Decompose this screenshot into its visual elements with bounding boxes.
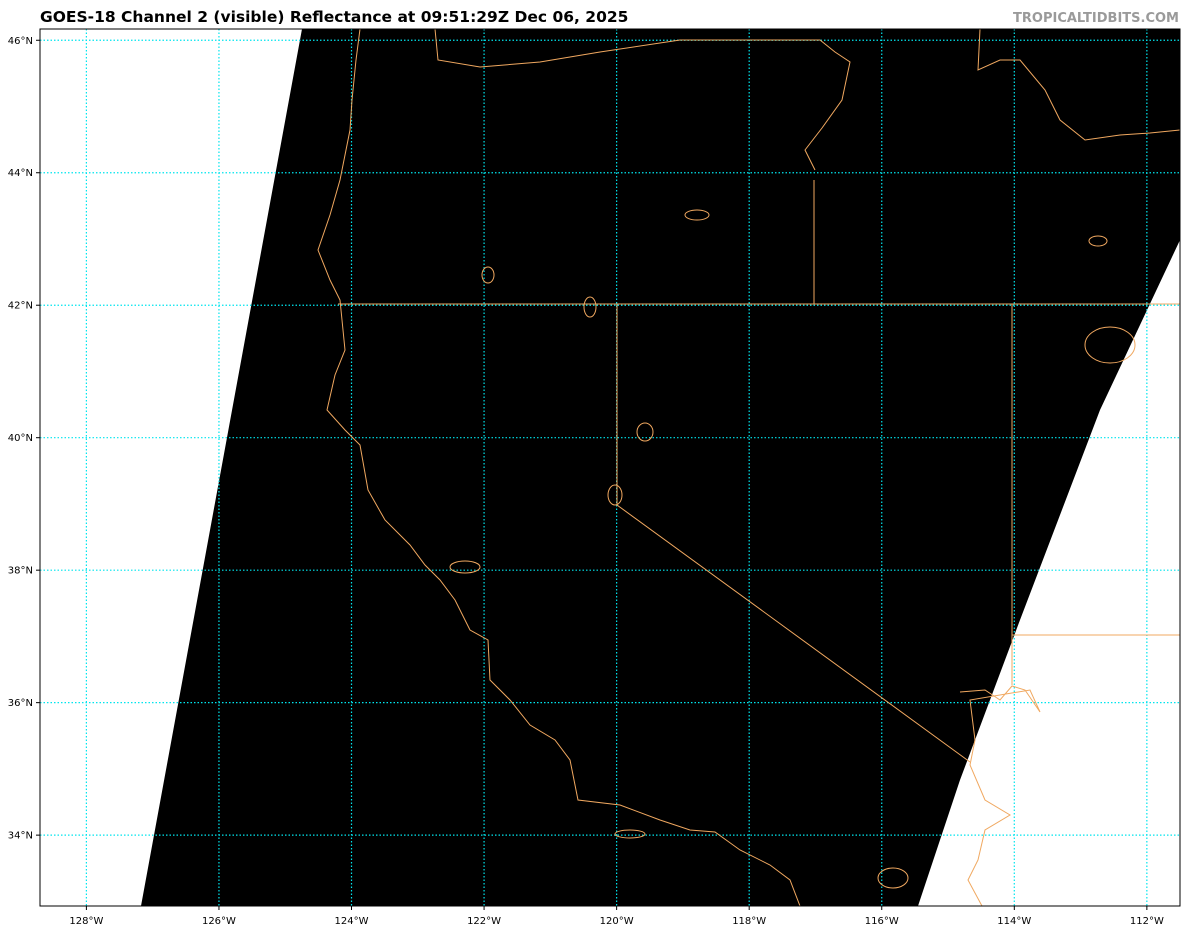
map-frame [39, 28, 1181, 907]
longitude-label: 128°W [69, 916, 103, 927]
lake [481, 266, 495, 284]
longitude-label: 120°W [600, 916, 634, 927]
longitude-label: 126°W [202, 916, 236, 927]
lake [684, 209, 710, 221]
latitude-label: 34°N [8, 831, 33, 842]
pacific-coastline [317, 29, 801, 906]
axis-ticks: 46°N 44°N 42°N 40°N 38°N 36°N 34°N 128°W 126°W 12… [8, 36, 1164, 927]
longitude-label: 116°W [865, 916, 899, 927]
lake [449, 560, 481, 574]
longitude-label: 118°W [732, 916, 766, 927]
latitude-label: 44°N [8, 168, 33, 179]
longitude-label: 124°W [335, 916, 369, 927]
credit-watermark: TROPICALTIDBITS.COM [1013, 11, 1179, 26]
idaho-river [977, 29, 1180, 141]
latitude-label: 46°N [8, 36, 33, 47]
latitude-label: 42°N [8, 301, 33, 312]
lake [877, 867, 909, 889]
longitude-label: 122°W [467, 916, 501, 927]
lake [1088, 235, 1108, 247]
latitude-label: 40°N [8, 433, 33, 444]
lake-tahoe [607, 484, 623, 506]
lake [583, 296, 597, 318]
gridlines [40, 29, 1180, 906]
satellite-imagery-swath [141, 29, 1180, 906]
columbia-river [434, 29, 851, 171]
channel-island [614, 829, 646, 839]
colorado-river [959, 685, 1041, 906]
latitude-label: 38°N [8, 566, 33, 577]
lake [636, 422, 654, 442]
latitude-label: 36°N [8, 698, 33, 709]
map-title: GOES-18 Channel 2 (visible) Reflectance … [40, 8, 629, 26]
longitude-label: 112°W [1130, 916, 1164, 927]
great-salt-lake [1084, 326, 1136, 364]
borders [317, 29, 1180, 906]
longitude-label: 114°W [997, 916, 1031, 927]
